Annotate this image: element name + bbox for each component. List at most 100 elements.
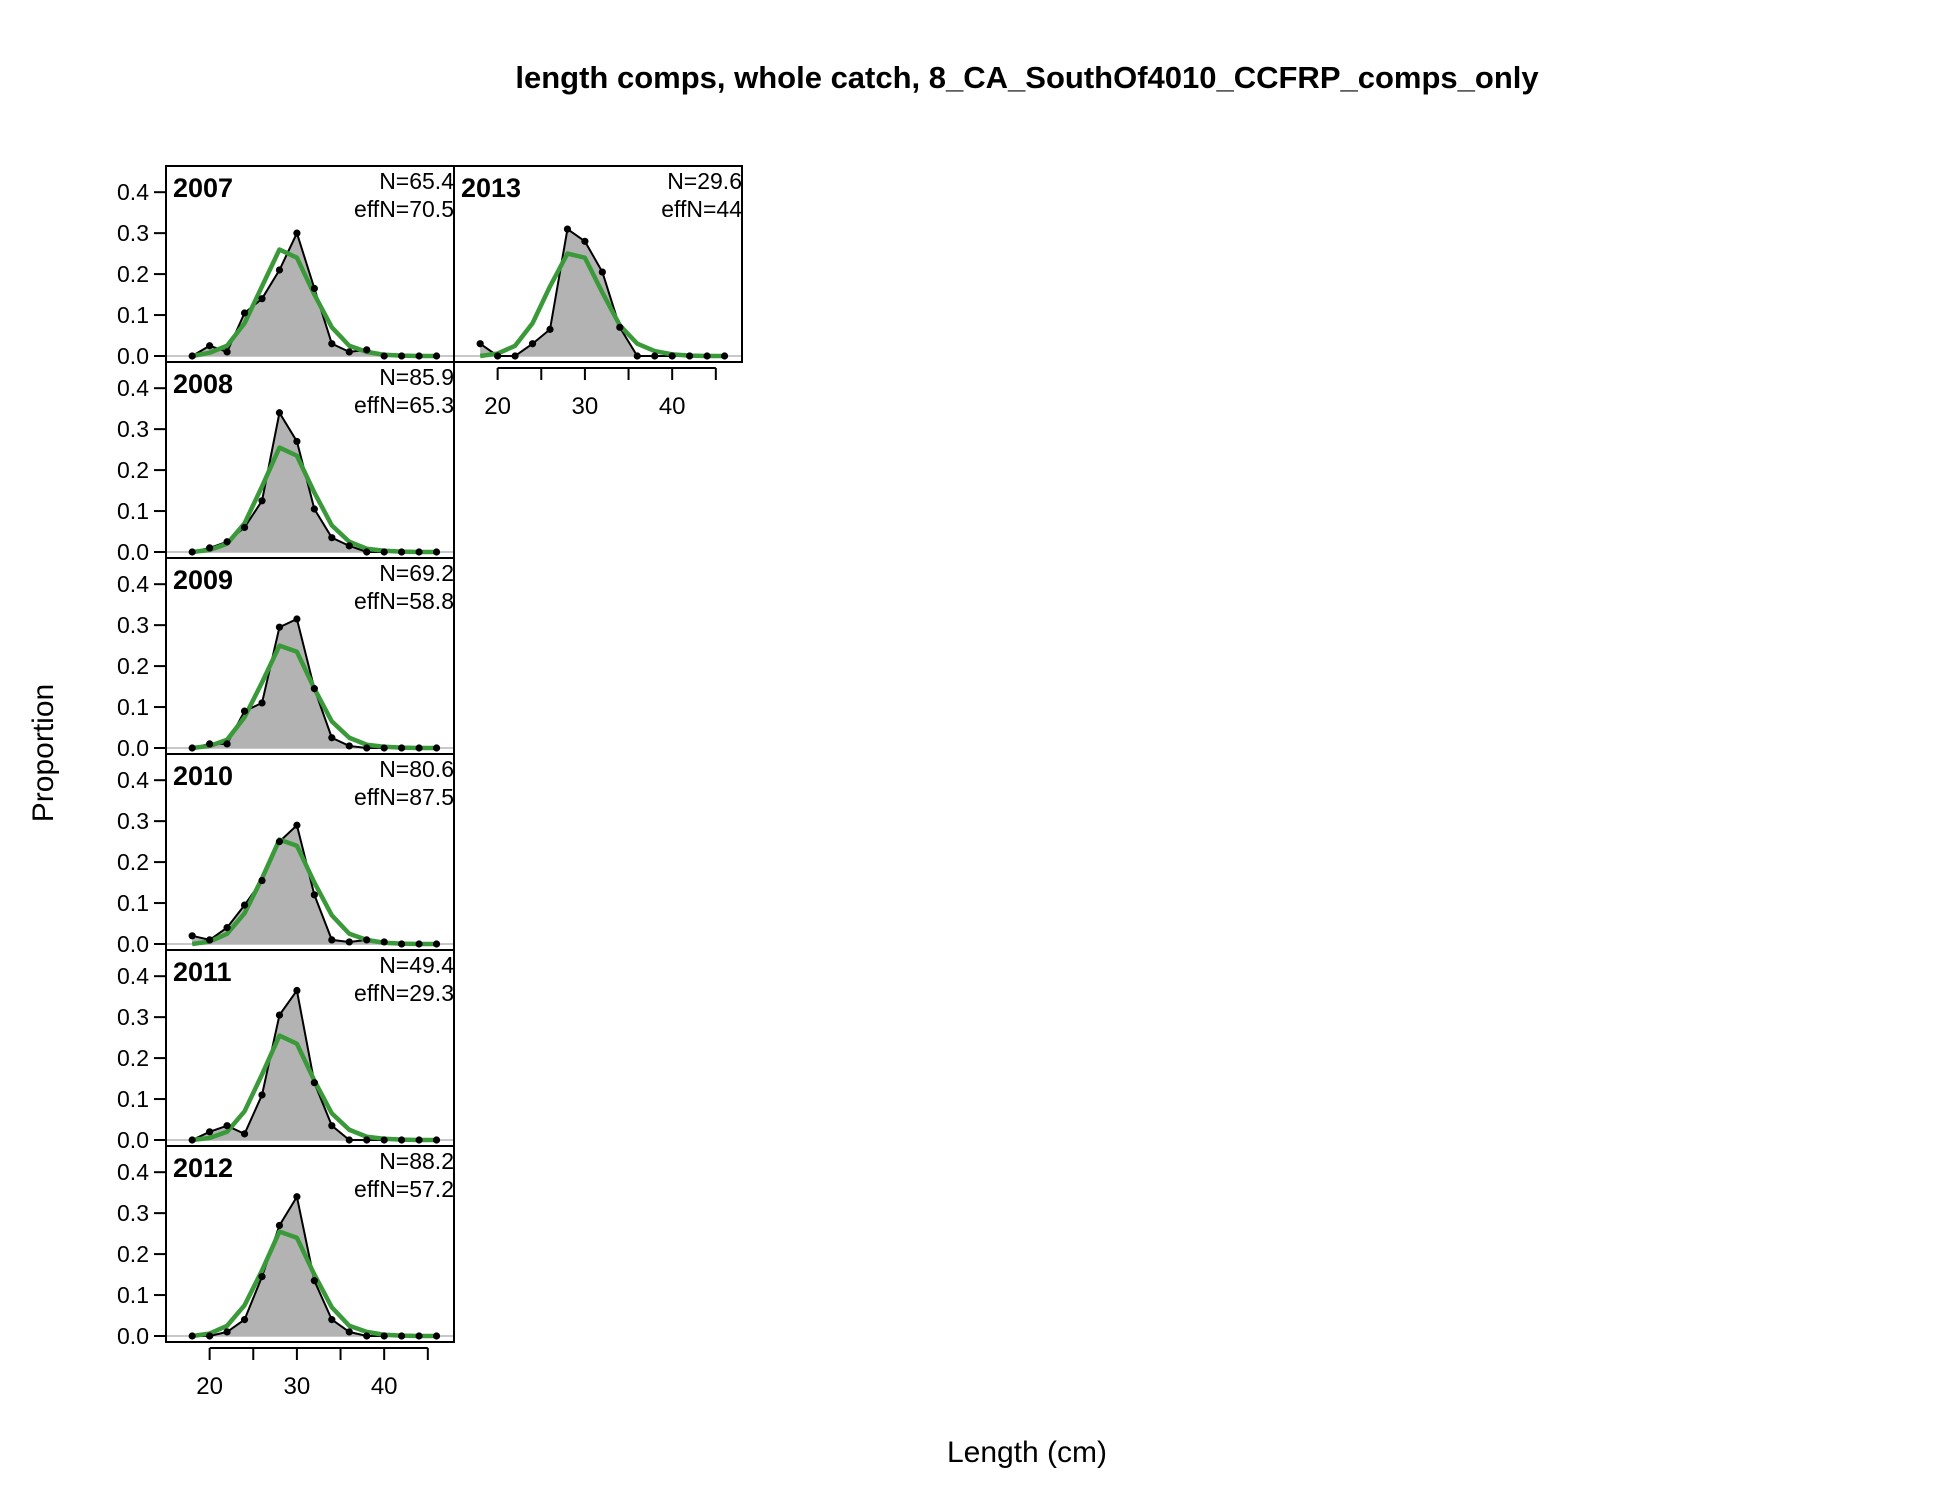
observed-point — [415, 1136, 423, 1144]
observed-point — [240, 901, 249, 909]
x-tick-label: 40 — [659, 393, 686, 420]
observed-point — [188, 932, 196, 940]
observed-point — [275, 1011, 284, 1019]
observed-point — [258, 1273, 266, 1281]
observed-point — [258, 876, 266, 885]
observed-point — [258, 1091, 266, 1099]
expected-line — [191, 247, 437, 359]
observed-point — [328, 1316, 336, 1324]
y-tick-label: 0.3 — [117, 1004, 149, 1030]
panel-n-label: N=49.4 — [379, 952, 454, 978]
y-tick-label: 0.0 — [117, 735, 149, 761]
observed-point — [380, 1332, 388, 1340]
y-tick-label: 0.2 — [117, 1241, 149, 1267]
observed-area — [192, 619, 437, 748]
y-tick-label: 0.0 — [117, 1127, 149, 1153]
observed-point — [432, 940, 441, 948]
observed-point — [476, 340, 484, 348]
y-tick-label: 0.3 — [117, 808, 149, 834]
observed-point — [651, 352, 659, 360]
observed-point — [293, 615, 301, 623]
y-axis-label: Proportion — [27, 684, 60, 822]
observed-point — [310, 1079, 318, 1087]
observed-point — [345, 1328, 353, 1336]
observed-area — [192, 1196, 437, 1336]
observed-point — [275, 409, 284, 417]
observed-area — [192, 825, 437, 944]
panel-border — [165, 1145, 455, 1343]
panel-year-label: 2012 — [173, 1153, 233, 1183]
observed-point — [240, 523, 249, 532]
chart-title: length comps, whole catch, 8_CA_SouthOf4… — [515, 60, 1539, 95]
observed-point — [223, 1122, 231, 1130]
observed-point — [188, 1332, 196, 1340]
y-tick-label: 0.4 — [117, 375, 149, 401]
observed-point — [598, 268, 606, 276]
observed-point — [432, 548, 441, 556]
observed-point — [240, 309, 249, 317]
observed-point — [398, 940, 406, 948]
observed-point — [363, 548, 371, 556]
observed-point — [363, 346, 371, 354]
panel-effn-label: effN=70.5 — [354, 196, 454, 222]
panel-effn-label: effN=44 — [661, 196, 742, 222]
x-tick-label: 30 — [284, 1373, 311, 1400]
observed-point — [240, 707, 249, 715]
observed-point — [345, 1136, 353, 1144]
observed-point — [432, 352, 441, 360]
observed-point — [720, 352, 729, 360]
panel-effn-label: effN=29.3 — [354, 980, 454, 1006]
observed-area — [192, 412, 437, 552]
observed-area — [192, 990, 437, 1140]
observed-point — [398, 744, 406, 752]
observed-point — [363, 744, 371, 752]
panel-n-label: N=65.4 — [379, 168, 454, 194]
observed-point — [328, 1122, 336, 1130]
y-tick-label: 0.4 — [117, 1159, 149, 1185]
observed-point — [432, 1136, 441, 1144]
observed-point — [380, 1136, 388, 1144]
observed-point — [494, 352, 502, 360]
observed-point — [258, 295, 266, 303]
observed-point — [188, 548, 196, 556]
observed-point — [258, 497, 266, 505]
observed-point — [293, 986, 301, 995]
y-tick-label: 0.4 — [117, 571, 149, 597]
y-tick-label: 0.4 — [117, 963, 149, 989]
observed-point — [310, 891, 318, 899]
observed-point — [380, 352, 388, 360]
panel-effn-label: effN=57.2 — [354, 1176, 454, 1202]
y-tick-label: 0.1 — [117, 1282, 149, 1308]
y-tick-label: 0.1 — [117, 694, 149, 720]
observed-point — [293, 821, 301, 829]
y-tick-label: 0.0 — [117, 931, 149, 957]
observed-point — [223, 1328, 231, 1336]
y-tick-label: 0.1 — [117, 302, 149, 328]
panel-year-label: 2013 — [461, 173, 521, 203]
observed-point — [275, 838, 284, 846]
observed-point — [328, 734, 336, 742]
expected-line — [191, 1229, 437, 1339]
observed-point — [293, 229, 301, 237]
observed-point — [258, 699, 266, 707]
observed-point — [310, 1277, 318, 1285]
y-tick-label: 0.3 — [117, 1200, 149, 1226]
y-tick-label: 0.2 — [117, 653, 149, 679]
observed-point — [223, 924, 231, 932]
panel-n-label: N=80.6 — [379, 756, 454, 782]
observed-point — [581, 237, 589, 245]
x-tick-label: 20 — [196, 1373, 223, 1400]
observed-point — [398, 352, 406, 360]
observed-point — [668, 352, 676, 360]
x-tick-label: 30 — [572, 393, 599, 420]
observed-point — [206, 1128, 214, 1136]
observed-point — [415, 548, 423, 556]
observed-point — [223, 740, 231, 748]
observed-point — [616, 323, 624, 331]
observed-point — [380, 938, 388, 946]
observed-point — [415, 352, 423, 360]
observed-point — [415, 940, 423, 948]
panel-year-label: 2010 — [173, 761, 233, 791]
